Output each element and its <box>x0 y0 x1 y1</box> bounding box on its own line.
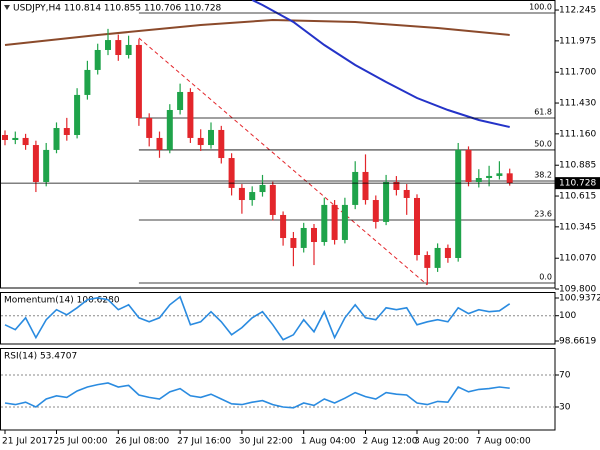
x-tick-label: 1 Aug 04:00 <box>301 437 356 447</box>
x-tick-label: 2 Aug 12:00 <box>363 437 418 447</box>
y-tick-label: 110.070 <box>559 254 596 264</box>
y-tick-label: 100 <box>559 311 576 321</box>
candle-body <box>280 214 287 239</box>
y-tick-label: 111.430 <box>559 99 596 109</box>
candle-body <box>22 137 29 146</box>
x-tick-label: 21 Jul 2017 <box>2 437 53 447</box>
candle-body <box>321 204 328 243</box>
candle-body <box>105 40 111 50</box>
candle-body <box>12 137 19 141</box>
candle-body <box>383 181 390 222</box>
candle-body <box>115 40 122 55</box>
rsi-title: RSI(14) 53.4707 <box>4 352 77 362</box>
candle-body <box>166 109 173 150</box>
y-tick-label: 111.700 <box>559 68 596 78</box>
fib-label: 0.0 <box>539 272 552 281</box>
candle-body <box>414 197 420 256</box>
candle-body <box>434 247 441 268</box>
momentum-title: Momentum(14) 100.6280 <box>4 296 120 306</box>
candle-body <box>300 227 307 248</box>
candle-body <box>197 137 204 146</box>
candle-body <box>424 255 431 268</box>
candle-body <box>187 91 194 138</box>
indicator-line <box>4 382 510 409</box>
x-tick-label: 26 Jul 08:00 <box>115 437 169 447</box>
candle-body <box>486 175 493 179</box>
candle-body <box>331 204 338 240</box>
candle-body <box>156 137 163 150</box>
rsi-pane <box>0 348 556 431</box>
candle-body <box>465 149 472 182</box>
candle-body <box>32 145 39 182</box>
x-tick-label: 25 Jul 00:00 <box>54 437 108 447</box>
y-tick-label: 30 <box>559 403 571 413</box>
candle-body <box>290 238 297 248</box>
moving-average <box>4 18 510 46</box>
y-tick-label: 110.615 <box>559 192 596 202</box>
y-tick-label: 70 <box>559 371 571 381</box>
y-tick-label: 111.160 <box>559 129 596 139</box>
chart-title: USDJPY,H4 110.814 110.855 110.706 110.72… <box>13 4 222 14</box>
candle-body <box>341 204 348 240</box>
y-tick-label: 98.6619 <box>559 336 596 346</box>
candle-body <box>218 129 225 159</box>
fib-label: 23.6 <box>534 209 552 218</box>
candle-body <box>393 181 400 190</box>
y-tick-label: 110.885 <box>559 161 596 171</box>
fib-label: 61.8 <box>534 107 552 116</box>
candle-body <box>496 173 503 176</box>
candle-body <box>238 187 245 201</box>
candle-body <box>53 128 60 150</box>
main-pane <box>0 0 556 289</box>
symbol-icon <box>4 5 10 10</box>
candle-body <box>63 128 70 135</box>
moving-average <box>251 0 510 128</box>
y-tick-label: 110.345 <box>559 222 596 232</box>
momentum-pane <box>0 292 556 345</box>
x-tick-label: 30 Jul 22:00 <box>239 437 293 447</box>
candle-body <box>208 129 214 146</box>
candle-body <box>475 178 482 182</box>
y-tick-label: 100.9372 <box>559 294 600 304</box>
x-tick-label: 3 Aug 20:00 <box>414 437 469 447</box>
candle-body <box>74 94 81 135</box>
candle-body <box>259 184 266 193</box>
candle-body <box>43 149 50 182</box>
candle-body <box>311 227 317 243</box>
y-tick-label: 111.975 <box>559 36 596 46</box>
candle-body <box>125 44 132 55</box>
candle-body <box>135 44 142 118</box>
candle-body <box>94 49 101 70</box>
candle-body <box>249 192 256 201</box>
candle-body <box>2 134 8 141</box>
candle-body <box>352 171 359 205</box>
trendline <box>138 37 428 286</box>
candle-body <box>269 184 276 215</box>
x-tick-label: 27 Jul 16:00 <box>177 437 231 447</box>
candle-body <box>177 91 184 110</box>
fib-label: 50.0 <box>534 139 552 148</box>
indicator-line <box>4 295 511 341</box>
candle-body <box>84 69 91 95</box>
main-plot: 100.0 61.8 50.0 38.2 23.6 0.0 <box>2 0 555 286</box>
candle-body <box>455 149 462 258</box>
candle-body <box>506 173 513 184</box>
candle-body <box>146 117 153 138</box>
candle-body <box>362 171 369 201</box>
fib-label: 38.2 <box>534 170 552 179</box>
current-price-label: 110.728 <box>559 179 596 189</box>
candle-body <box>444 247 451 258</box>
candle-body <box>372 200 379 222</box>
x-tick-label: 7 Aug 00:00 <box>476 437 531 447</box>
y-tick-label: 112.245 <box>559 6 596 16</box>
candle-body <box>228 158 235 188</box>
current-price-box <box>555 177 600 190</box>
candle-body <box>403 189 410 198</box>
y-tick-label: 109.800 <box>559 285 596 295</box>
fib-label: 100.0 <box>529 3 552 12</box>
